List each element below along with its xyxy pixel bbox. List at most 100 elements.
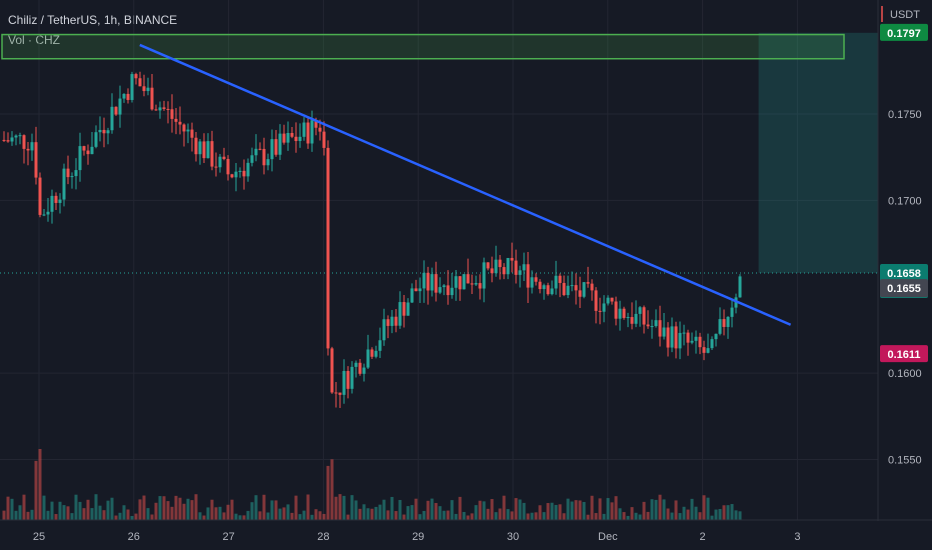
candle-body — [598, 310, 602, 312]
volume-bar — [602, 513, 606, 520]
candle-body — [110, 106, 114, 131]
candle-body — [206, 141, 210, 159]
volume-bar — [450, 500, 454, 520]
candle-body — [114, 106, 118, 115]
volume-bar — [586, 514, 590, 520]
candle-body — [162, 107, 166, 109]
volume-bar — [470, 513, 474, 520]
volume-bar — [674, 500, 678, 520]
volume-bar — [170, 506, 174, 520]
volume-bar — [254, 495, 258, 520]
candle-body — [358, 362, 362, 374]
volume-bar — [282, 507, 286, 520]
volume-bar — [458, 496, 462, 520]
candle-body — [362, 367, 366, 374]
candle-body — [310, 120, 314, 144]
candle-body — [194, 137, 198, 155]
volume-bar — [714, 509, 718, 520]
candle-body — [666, 327, 670, 348]
candle-body — [318, 127, 322, 132]
candle-body — [306, 122, 310, 144]
volume-bar — [322, 513, 326, 520]
candle-body — [94, 132, 98, 147]
volume-bar — [54, 514, 58, 520]
volume-bar — [658, 494, 662, 520]
candle-body — [610, 297, 614, 302]
volume-bar — [238, 515, 242, 520]
candle-body — [302, 122, 306, 137]
candle-body — [674, 326, 678, 349]
candle-body — [330, 348, 334, 393]
candle-body — [322, 131, 326, 148]
volume-bar — [350, 495, 354, 520]
volume-bar — [626, 515, 630, 520]
candle-body — [10, 137, 14, 142]
candle-body — [374, 350, 378, 357]
volume-bar — [214, 507, 218, 520]
candle-body — [54, 195, 58, 203]
candle-body — [506, 257, 510, 275]
volume-bar — [434, 503, 438, 520]
volume-bar — [390, 496, 394, 520]
volume-bar — [338, 494, 342, 520]
candle-body — [482, 262, 486, 289]
candle-body — [230, 174, 234, 178]
candle-body — [398, 302, 402, 326]
volume-bar — [618, 508, 622, 520]
candle-body — [582, 282, 586, 297]
volume-bar — [606, 498, 610, 520]
volume-bar — [546, 503, 550, 520]
candle-body — [702, 347, 706, 353]
candle-body — [106, 130, 110, 134]
volume-bar — [574, 500, 578, 520]
volume-bar — [246, 510, 250, 520]
volume-bar — [346, 514, 350, 520]
candle-body — [446, 285, 450, 296]
mid-price-tag: 0.1655 — [887, 283, 921, 295]
volume-bar — [598, 498, 602, 520]
volume-bar — [690, 498, 694, 520]
volume-bar — [250, 502, 254, 520]
volume-bar — [414, 498, 418, 520]
candle-body — [618, 308, 622, 319]
volume-bar — [66, 506, 70, 520]
candle-body — [262, 148, 266, 166]
candle-body — [286, 132, 290, 143]
candle-body — [566, 285, 570, 296]
volume-bar — [562, 513, 566, 520]
candle-body — [250, 155, 254, 163]
candle-body — [98, 129, 102, 133]
price-tick-label: 0.1750 — [888, 109, 922, 121]
volume-bar — [514, 498, 518, 520]
candle-body — [50, 195, 54, 212]
candle-body — [370, 349, 374, 357]
volume-bar — [34, 460, 38, 520]
candle-body — [570, 285, 574, 287]
volume-bar — [550, 502, 554, 520]
volume-bar — [26, 511, 30, 520]
candle-body — [534, 277, 538, 282]
volume-bar — [318, 511, 322, 520]
volume-bar — [530, 512, 534, 520]
candle-body — [630, 317, 634, 324]
volume-bar — [410, 505, 414, 520]
volume-bar — [106, 500, 110, 520]
volume-bar — [82, 508, 86, 520]
stop-price-tag: 0.1611 — [887, 349, 920, 361]
volume-bar — [386, 510, 390, 520]
volume-bar — [78, 501, 82, 520]
candle-body — [58, 199, 62, 203]
candle-body — [66, 168, 70, 178]
volume-bar — [118, 512, 122, 520]
volume-bar — [498, 508, 502, 520]
time-tick-label: 2 — [700, 531, 706, 543]
volume-bar — [18, 505, 22, 520]
volume-bar — [142, 495, 146, 520]
volume-bar — [594, 513, 598, 520]
volume-bar — [646, 511, 650, 520]
volume-bar — [298, 514, 302, 520]
candle-body — [518, 270, 522, 275]
candle-body — [434, 274, 438, 293]
